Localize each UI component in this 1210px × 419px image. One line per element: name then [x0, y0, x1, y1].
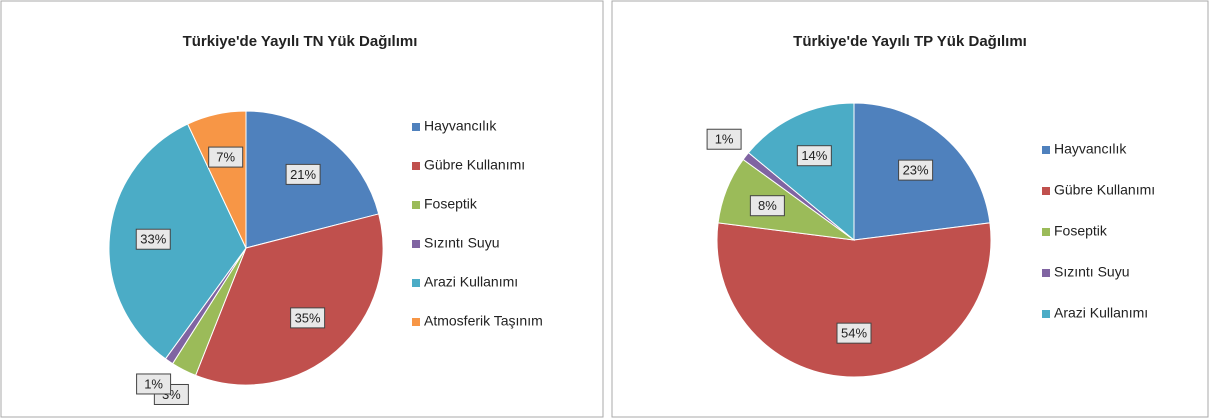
- legend-swatch: [1042, 146, 1050, 154]
- legend-swatch: [1042, 310, 1050, 318]
- legend-label: Gübre Kullanımı: [1054, 182, 1155, 198]
- legend-swatch: [1042, 187, 1050, 195]
- data-label: 1%: [144, 376, 163, 391]
- legend-swatch: [412, 162, 420, 170]
- data-label-box: [898, 159, 934, 181]
- pie-slice: [187, 110, 247, 249]
- chart-title: Türkiye'de Yayılı TP Yük Dağılımı: [793, 33, 1027, 50]
- legend-swatch: [412, 279, 420, 287]
- data-label-box: [285, 163, 321, 185]
- legend-label: Hayvancılık: [424, 118, 497, 134]
- legend-swatch: [1042, 228, 1050, 236]
- data-label-box: [706, 128, 742, 150]
- legend-swatch: [1042, 269, 1050, 277]
- data-label: 14%: [801, 148, 827, 163]
- legend-label: Arazi Kullanımı: [424, 274, 518, 290]
- data-label-box: [208, 146, 244, 168]
- data-label: 54%: [841, 326, 867, 341]
- data-label: 8%: [758, 198, 777, 213]
- legend-label: Atmosferik Taşınım: [424, 313, 543, 329]
- data-label: 1%: [715, 132, 734, 147]
- pie-slice: [747, 102, 855, 242]
- legend-label: Foseptik: [424, 196, 478, 212]
- chart-title: Türkiye'de Yayılı TN Yük Dağılımı: [183, 33, 418, 50]
- data-label-box: [836, 322, 872, 344]
- legend-swatch: [412, 240, 420, 248]
- legend-label: Hayvancılık: [1054, 141, 1127, 157]
- pie-slice: [716, 222, 992, 378]
- pie-slice: [108, 123, 247, 360]
- legend-swatch: [412, 318, 420, 326]
- legend-label: Foseptik: [1054, 223, 1108, 239]
- legend-label: Gübre Kullanımı: [424, 157, 525, 173]
- legend-label: Arazi Kullanımı: [1054, 305, 1148, 321]
- data-label: 35%: [295, 310, 321, 325]
- data-label-box: [749, 195, 785, 217]
- data-label: 21%: [290, 167, 316, 182]
- pie-slice: [194, 213, 384, 386]
- data-label: 33%: [140, 232, 166, 247]
- legend-swatch: [412, 123, 420, 131]
- data-label-box: [135, 228, 171, 250]
- legend-swatch: [412, 201, 420, 209]
- data-label: 23%: [903, 163, 929, 178]
- data-label-box: [136, 373, 172, 395]
- data-label: 7%: [216, 150, 235, 165]
- data-label-box: [796, 145, 832, 167]
- legend-label: Sızıntı Suyu: [1054, 264, 1129, 280]
- data-label-box: [290, 307, 326, 329]
- legend-label: Sızıntı Suyu: [424, 235, 499, 251]
